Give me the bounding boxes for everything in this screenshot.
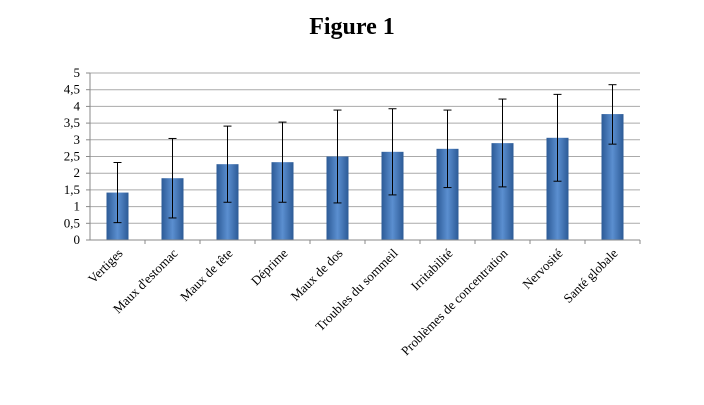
y-tick-label: 2 [74,165,81,180]
y-tick-label: 3 [74,132,81,147]
x-category-label: Irritabilité [408,245,456,293]
x-category-label: Problèmes de concentration [398,245,511,358]
y-tick-label: 0,5 [64,215,80,230]
y-tick-label: 0 [74,232,81,247]
bar [381,151,404,240]
y-tick-label: 5 [74,65,81,80]
y-tick-label: 2,5 [64,149,80,164]
y-tick-label: 1,5 [64,182,80,197]
y-tick-label: 1 [74,199,81,214]
error-bars [113,84,617,224]
x-category-label: Maux de dos [288,246,346,304]
y-tick-label: 4 [74,98,81,113]
y-tick-label: 3,5 [64,115,80,130]
x-category-label: Santé globale [560,245,621,306]
bar [491,143,514,240]
chart-title: Figure 1 [309,14,395,40]
x-category-label: Nervosité [519,245,566,292]
x-category-label: Déprime [248,245,291,288]
x-category-label: Vertiges [85,246,126,287]
bar [546,137,569,240]
bars [106,114,624,240]
y-tick-label: 4,5 [64,82,80,97]
axes [89,73,641,244]
bar [601,114,624,240]
x-category-label: Maux de tête [177,245,236,304]
bar [436,148,459,240]
y-tick-labels: 0 0,51 1,5 22,5 3 3,5 44,5 5 [64,65,81,247]
